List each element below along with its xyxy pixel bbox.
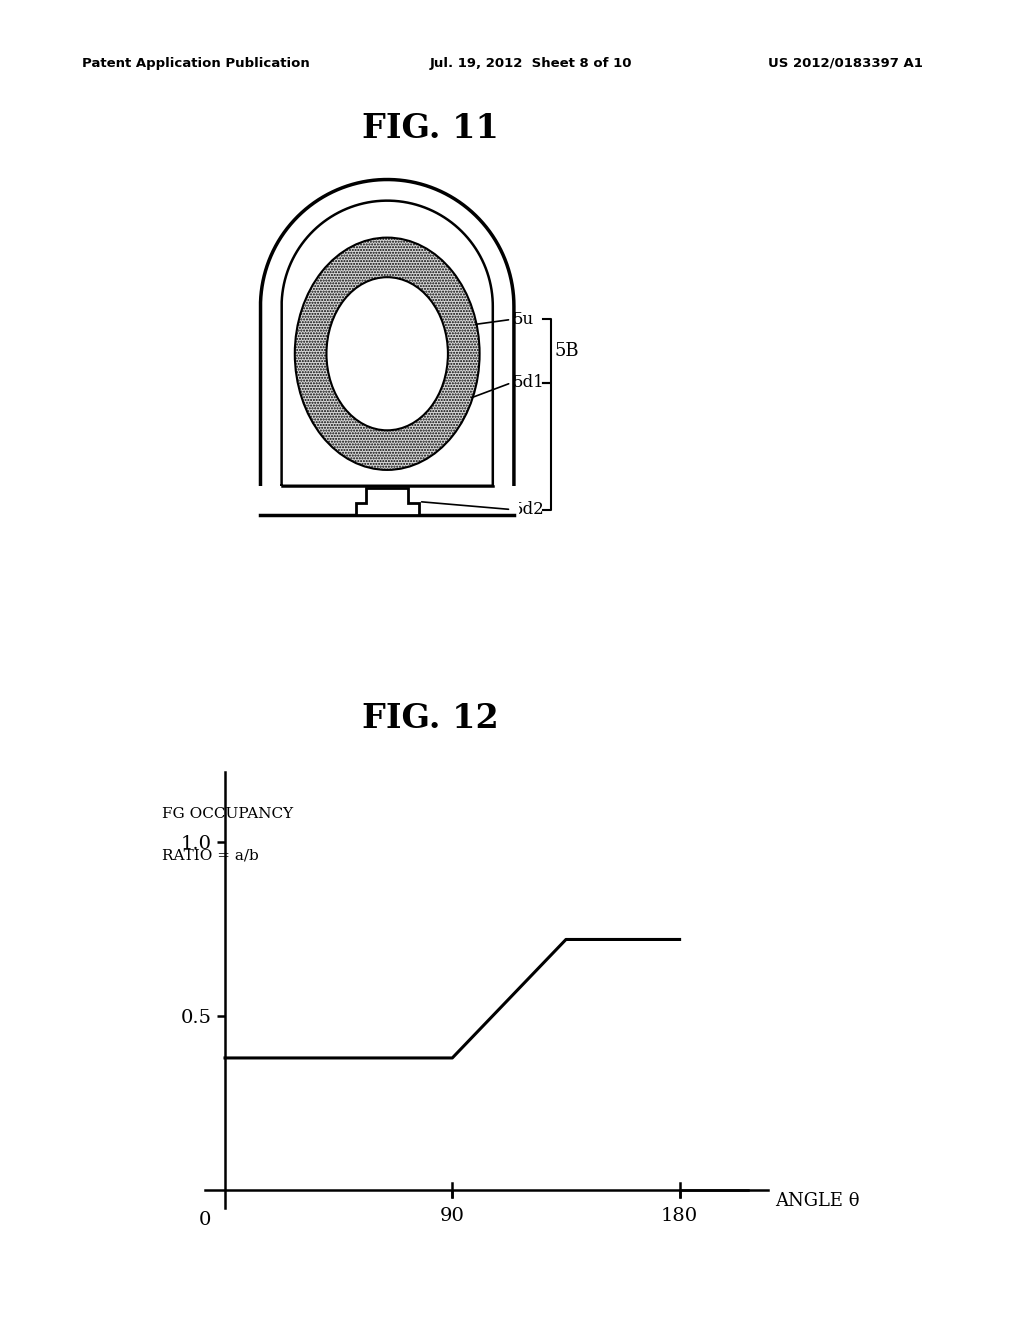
Text: Patent Application Publication: Patent Application Publication — [82, 57, 309, 70]
Ellipse shape — [327, 277, 447, 430]
Text: 5d2: 5d2 — [513, 502, 545, 517]
Ellipse shape — [295, 238, 479, 470]
Text: FIG. 12: FIG. 12 — [361, 702, 499, 735]
Polygon shape — [255, 486, 519, 541]
Text: FG OCCUPANCY: FG OCCUPANCY — [162, 807, 293, 821]
Text: Jul. 19, 2012  Sheet 8 of 10: Jul. 19, 2012 Sheet 8 of 10 — [430, 57, 633, 70]
Text: FIG. 11: FIG. 11 — [361, 112, 499, 145]
Text: 5d1: 5d1 — [513, 375, 545, 391]
Text: 0: 0 — [199, 1212, 211, 1229]
Text: RATIO = a/b: RATIO = a/b — [162, 849, 259, 863]
Polygon shape — [282, 201, 493, 486]
Text: US 2012/0183397 A1: US 2012/0183397 A1 — [768, 57, 923, 70]
Polygon shape — [260, 180, 514, 515]
Text: 5u: 5u — [513, 312, 534, 327]
Polygon shape — [355, 488, 419, 515]
Text: 5B: 5B — [555, 342, 580, 360]
Text: ANGLE θ: ANGLE θ — [775, 1192, 860, 1210]
